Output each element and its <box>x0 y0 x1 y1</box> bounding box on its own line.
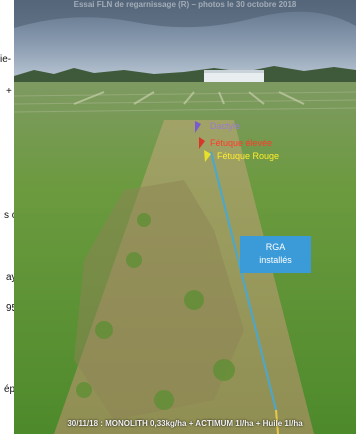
doc-text-fragment-4: ay <box>6 272 17 283</box>
fetuque-rouge-marker <box>204 150 211 162</box>
rga-box-line1: RGA <box>265 242 286 252</box>
fetuque-elevee-marker <box>199 137 205 149</box>
dactyle-marker <box>195 121 201 133</box>
label-dactyle: Dactyle <box>210 121 241 131</box>
label-fetuque-rouge: Fétuque Rouge <box>217 151 280 161</box>
rga-box-line2: installés <box>259 255 292 265</box>
doc-text-fragment-3: s c <box>4 210 17 221</box>
field-photo-scene <box>14 0 356 434</box>
label-fetuque-elevee: Fétuque élevée <box>210 138 273 148</box>
photo-caption-top: Essai FLN de regarnissage (R) – photos l… <box>73 0 297 9</box>
doc-text-fragment-6: ép <box>4 384 16 395</box>
seeding-line <box>210 151 277 411</box>
field-photo: Essai FLN de regarnissage (R) – photos l… <box>14 0 356 434</box>
doc-text-fragment-2: + p <box>6 86 21 97</box>
rga-installes-box: RGA installés <box>240 236 311 273</box>
doc-text-fragment-5: 95 <box>6 303 18 314</box>
photo-caption-bottom: 30/11/18 : MONOLITH 0,33kg/ha + ACTIMUM … <box>67 419 303 428</box>
doc-text-fragment-1: ie- <box>0 54 12 65</box>
